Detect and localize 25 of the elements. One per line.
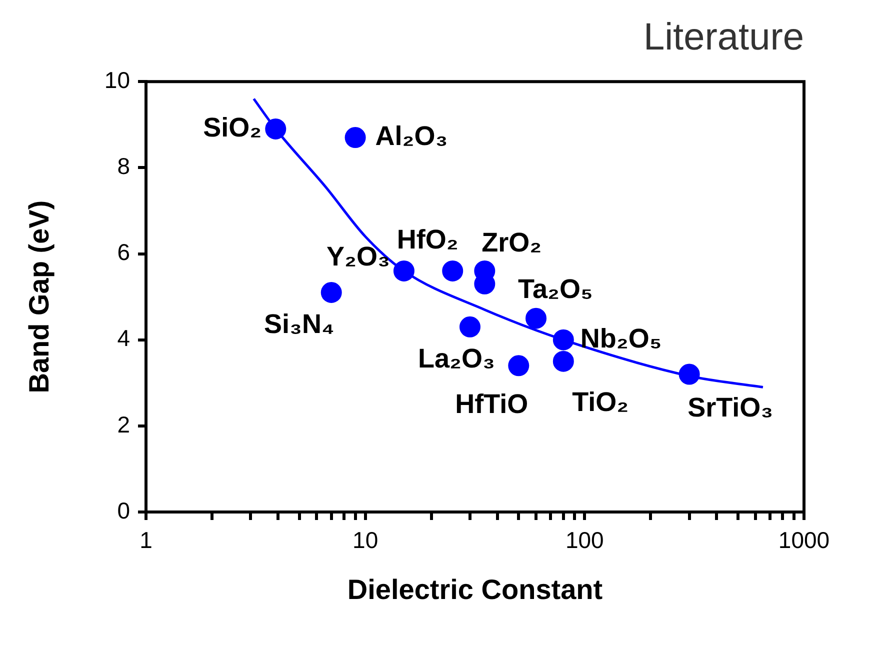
y-tick-label: 0 [117,497,130,524]
x-tick-label: 1000 [778,527,830,554]
y-tick-label: 10 [104,66,130,93]
data-label: SiO₂ [203,112,262,142]
data-label: HfO₂ [396,224,458,254]
data-label: Al₂O₃ [375,121,448,152]
y-tick-label: 2 [117,411,130,438]
data-label: Nb₂O₅ [580,323,662,354]
data-label: ZrO₂ [482,227,542,258]
x-tick-label: 1 [140,527,152,554]
x-tick-label: 10 [352,527,378,554]
data-label: Ta₂O₅ [518,274,593,304]
data-label: La₂O₃ [418,343,495,374]
chart-title: Literature [643,16,804,58]
x-tick-label: 100 [565,527,604,554]
y-axis-title: Band Gap (eV) [24,200,55,394]
y-tick-label: 6 [117,239,130,266]
x-axis-title: Dielectric Constant [347,574,603,605]
y-tick-label: 4 [117,325,130,352]
data-label: SrTiO₃ [688,392,774,423]
data-label: Y₂O₃ [326,241,390,272]
data-label: TiO₂ [572,386,629,417]
data-label: HfTiO [455,389,528,420]
y-tick-label: 8 [117,153,130,180]
data-label: Si₃N₄ [264,308,334,339]
